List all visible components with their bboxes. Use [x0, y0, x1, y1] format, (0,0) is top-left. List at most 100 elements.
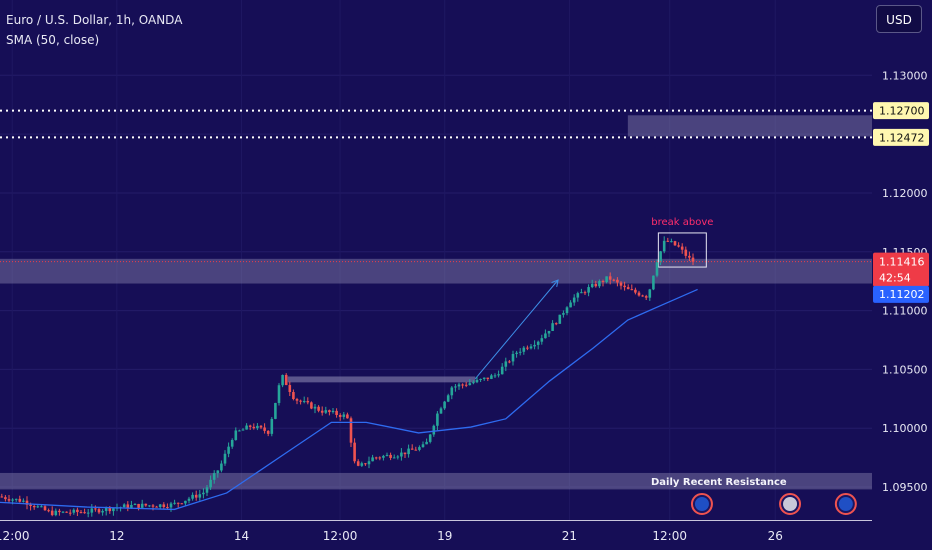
candle-body	[544, 333, 547, 339]
symbol-title[interactable]: Euro / U.S. Dollar, 1h, OANDA	[6, 13, 183, 27]
candle-body	[382, 455, 385, 458]
candle-body	[281, 374, 284, 386]
candle-body	[526, 347, 529, 349]
candle-body	[407, 448, 410, 455]
candle-body	[396, 456, 400, 458]
candle-body	[641, 295, 644, 297]
candle-body	[173, 502, 176, 504]
price-tags: 1.12700 1.12472 1.11416 42:54 1.11202	[873, 102, 929, 303]
candle-body	[655, 262, 659, 276]
candle-body	[295, 399, 299, 401]
event-icons[interactable]	[690, 493, 857, 515]
horizontal-levels[interactable]	[0, 109, 872, 139]
candle-body	[446, 395, 450, 402]
candle-body	[612, 279, 616, 281]
bar-countdown-text: 42:54	[879, 272, 911, 285]
candle-body	[266, 430, 270, 434]
candle-body	[515, 352, 518, 354]
candle-body	[328, 410, 331, 413]
candle-body	[22, 500, 25, 502]
candle-body	[72, 509, 76, 513]
candle-body	[511, 353, 515, 362]
candle-body	[284, 374, 288, 386]
candle-body	[227, 446, 230, 454]
y-tick-label: 1.10000	[882, 422, 928, 435]
candle-body	[504, 361, 508, 367]
candle-body	[594, 284, 598, 287]
candle-body	[97, 509, 101, 513]
candle-body	[428, 434, 432, 442]
candle-body	[216, 470, 220, 474]
candle-body	[47, 510, 50, 512]
candle-body	[263, 427, 266, 431]
candle-body	[274, 402, 277, 419]
candle-body	[623, 285, 626, 288]
y-tick-label: 1.12000	[882, 187, 928, 200]
candle-body	[454, 386, 457, 388]
candle-body	[65, 511, 68, 513]
candle-body	[259, 425, 263, 428]
candle-body	[126, 504, 130, 508]
candle-body	[436, 413, 439, 426]
candle-body	[83, 512, 86, 514]
annotations: break above Daily Recent Resistance	[651, 217, 787, 488]
candle-body	[659, 251, 662, 263]
candle-body	[486, 377, 490, 379]
candle-body	[670, 241, 673, 243]
candle-body	[248, 425, 252, 427]
candle-body	[590, 284, 594, 288]
time-axis[interactable]: 12:00 12 14 12:00 19 21 12:00 26	[0, 529, 783, 543]
candle-body	[598, 281, 601, 287]
candle-body	[198, 494, 202, 498]
candle-body	[68, 512, 72, 514]
daily-resistance-label: Daily Recent Resistance	[651, 477, 787, 488]
candle-body	[562, 313, 565, 315]
x-tick-label: 12:00	[652, 529, 687, 543]
candle-body	[418, 447, 421, 450]
candle-body	[166, 507, 169, 509]
candle-body	[554, 323, 558, 325]
us-event-icon	[783, 497, 798, 511]
candle-body	[551, 323, 554, 331]
candle-body	[220, 463, 223, 471]
candle-body	[108, 507, 112, 512]
x-tick-label: 19	[437, 529, 452, 543]
candle-body	[288, 385, 292, 393]
sma-price-tag	[873, 285, 929, 303]
candle-body	[605, 276, 608, 282]
level-2-price-text: 1.12472	[879, 131, 925, 144]
candle-body	[421, 444, 425, 448]
candle-body	[187, 498, 191, 501]
break-above-label: break above	[651, 217, 713, 228]
candle-body	[637, 292, 641, 296]
candle-body	[346, 414, 349, 419]
candle-body	[439, 408, 443, 414]
candle-body	[58, 510, 61, 513]
candle-body	[479, 379, 482, 381]
zones	[0, 115, 872, 490]
x-tick-label: 12:00	[0, 529, 30, 543]
candle-body	[392, 457, 396, 459]
currency-button[interactable]: USD	[876, 5, 922, 33]
candle-body	[482, 377, 486, 380]
candle-body	[223, 453, 227, 464]
candle-body	[529, 346, 533, 349]
candle-body	[7, 499, 11, 501]
candle-body	[414, 449, 418, 451]
upper-zone	[627, 115, 872, 137]
candle-body	[0, 496, 4, 498]
candle-body	[184, 500, 187, 504]
consolidation-box	[287, 376, 476, 383]
candle-body	[140, 503, 144, 508]
y-tick-label: 1.10500	[882, 363, 928, 376]
candle-body	[241, 429, 245, 431]
candle-body	[400, 452, 403, 457]
candle-body	[367, 461, 371, 465]
candle-body	[43, 506, 47, 511]
indicator-label[interactable]: SMA (50, close)	[6, 33, 100, 47]
grid-lines	[0, 0, 872, 520]
candle-body	[425, 441, 428, 445]
candle-body	[360, 463, 364, 466]
candle-body	[691, 257, 695, 262]
